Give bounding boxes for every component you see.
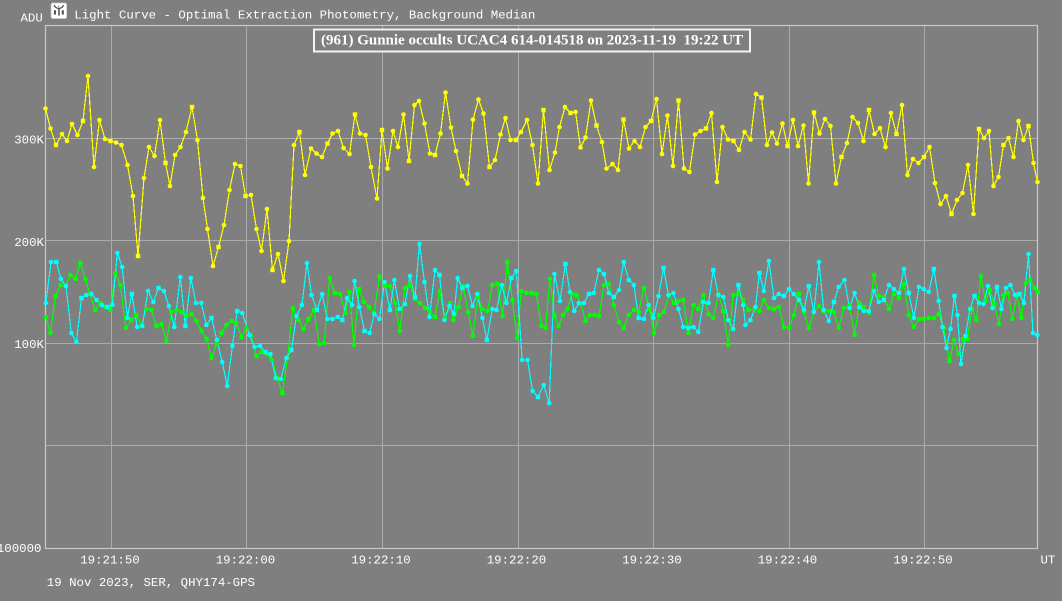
svg-text:Light Curve - Optimal Extracti: Light Curve - Optimal Extraction Photome… <box>74 8 535 22</box>
svg-text:ADU: ADU <box>21 12 43 26</box>
svg-text:19:22:50: 19:22:50 <box>893 554 953 568</box>
svg-text:19:22:20: 19:22:20 <box>487 554 547 568</box>
svg-text:19:22:00: 19:22:00 <box>216 554 276 568</box>
svg-text:19 Nov 2023, SER, QHY174-GPS: 19 Nov 2023, SER, QHY174-GPS <box>47 576 255 590</box>
svg-text:19:21:50: 19:21:50 <box>80 554 140 568</box>
svg-text:19:22:40: 19:22:40 <box>758 554 818 568</box>
svg-text:-100000: -100000 <box>0 542 42 556</box>
svg-text:100K: 100K <box>14 338 44 352</box>
svg-text:(961) Gunnie occults UCAC4 614: (961) Gunnie occults UCAC4 614-014518 on… <box>321 32 743 48</box>
svg-text:200K: 200K <box>14 236 44 250</box>
svg-text:UT: UT <box>1041 554 1056 568</box>
svg-text:19:22:10: 19:22:10 <box>351 554 411 568</box>
svg-text:300K: 300K <box>14 134 44 148</box>
svg-text:19:22:30: 19:22:30 <box>622 554 682 568</box>
